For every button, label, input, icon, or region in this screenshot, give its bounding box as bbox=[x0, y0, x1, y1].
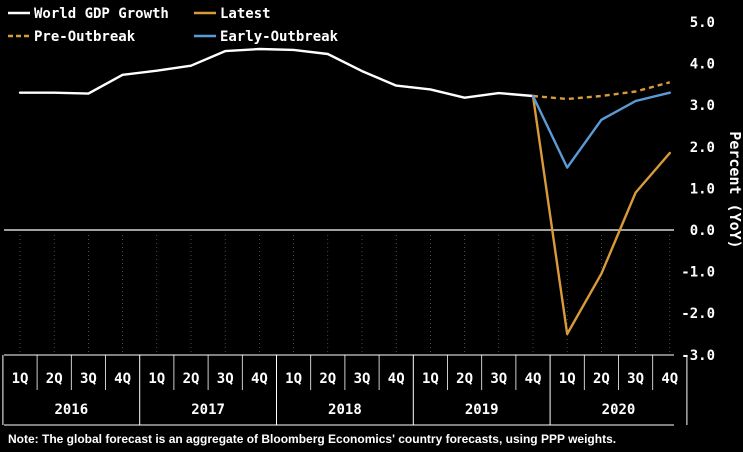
x-tick-label: 4Q bbox=[388, 371, 405, 387]
x-tick-label: 1Q bbox=[12, 371, 29, 387]
footnote: Note: The global forecast is an aggregat… bbox=[8, 432, 617, 446]
x-tick-label: 1Q bbox=[422, 371, 439, 387]
y-tick-label: -2.0 bbox=[681, 306, 715, 322]
year-labels: 2016 2017 2018 2019 2020 bbox=[54, 402, 635, 418]
y-axis-ticks: 5.0 4.0 3.0 2.0 1.0 0.0 -1.0 -2.0 -3.0 bbox=[681, 15, 715, 364]
y-tick-label: 4.0 bbox=[690, 57, 715, 73]
x-tick-label: 3Q bbox=[490, 371, 507, 387]
series-line-world-gdp-growth bbox=[18, 47, 535, 99]
y-tick-label: 2.0 bbox=[690, 140, 715, 156]
legend-label: Early-Outbreak bbox=[220, 29, 339, 45]
x-tick-label: 2Q bbox=[319, 371, 336, 387]
series-lines bbox=[18, 47, 671, 336]
x-tick-label: 1Q bbox=[285, 371, 302, 387]
x-tick-label: 3Q bbox=[217, 371, 234, 387]
y-tick-label: 3.0 bbox=[690, 98, 715, 114]
x-tick-label: 2Q bbox=[183, 371, 200, 387]
y-tick-label: 1.0 bbox=[690, 181, 715, 197]
year-label: 2016 bbox=[54, 402, 88, 418]
legend-label: World GDP Growth bbox=[34, 6, 169, 22]
year-dividers bbox=[2, 355, 688, 425]
x-tick-label: 3Q bbox=[80, 371, 97, 387]
y-tick-label: 0.0 bbox=[690, 223, 715, 239]
x-tick-label: 4Q bbox=[661, 371, 678, 387]
year-label: 2019 bbox=[465, 402, 499, 418]
x-tick-label: 4Q bbox=[114, 371, 131, 387]
vertical-gridlines bbox=[19, 235, 671, 355]
x-tick-label: 4Q bbox=[251, 371, 268, 387]
year-label: 2017 bbox=[191, 402, 225, 418]
legend-label: Latest bbox=[220, 6, 271, 22]
series-line-latest bbox=[531, 94, 671, 336]
legend-label: Pre-Outbreak bbox=[34, 29, 136, 45]
y-tick-label: 5.0 bbox=[690, 15, 715, 31]
year-label: 2018 bbox=[328, 402, 362, 418]
y-tick-label: -3.0 bbox=[681, 348, 715, 364]
x-tick-label: 4Q bbox=[525, 371, 542, 387]
series-line-early-outbreak bbox=[531, 91, 671, 169]
y-axis-title: Percent (YoY) bbox=[726, 131, 743, 248]
x-tick-label: 1Q bbox=[559, 371, 576, 387]
x-tick-label: 3Q bbox=[354, 371, 371, 387]
year-label: 2020 bbox=[602, 402, 636, 418]
y-tick-label: -1.0 bbox=[681, 265, 715, 281]
x-tick-label: 2Q bbox=[593, 371, 610, 387]
legend: World GDP Growth Latest Pre-Outbreak Early-… bbox=[8, 6, 339, 45]
x-tick-label: 2Q bbox=[46, 371, 63, 387]
x-tick-label: 3Q bbox=[627, 371, 644, 387]
x-axis-ticks: 1Q 2Q 3Q 4Q 1Q 2Q 3Q 4Q 1Q 2Q 3Q 4Q 1Q 2Q 3Q 4Q 1Q 2Q 3Q 4Q bbox=[12, 371, 679, 387]
series-line-pre-outbreak bbox=[532, 81, 671, 101]
x-tick-label: 2Q bbox=[456, 371, 473, 387]
x-tick-label: 1Q bbox=[148, 371, 165, 387]
